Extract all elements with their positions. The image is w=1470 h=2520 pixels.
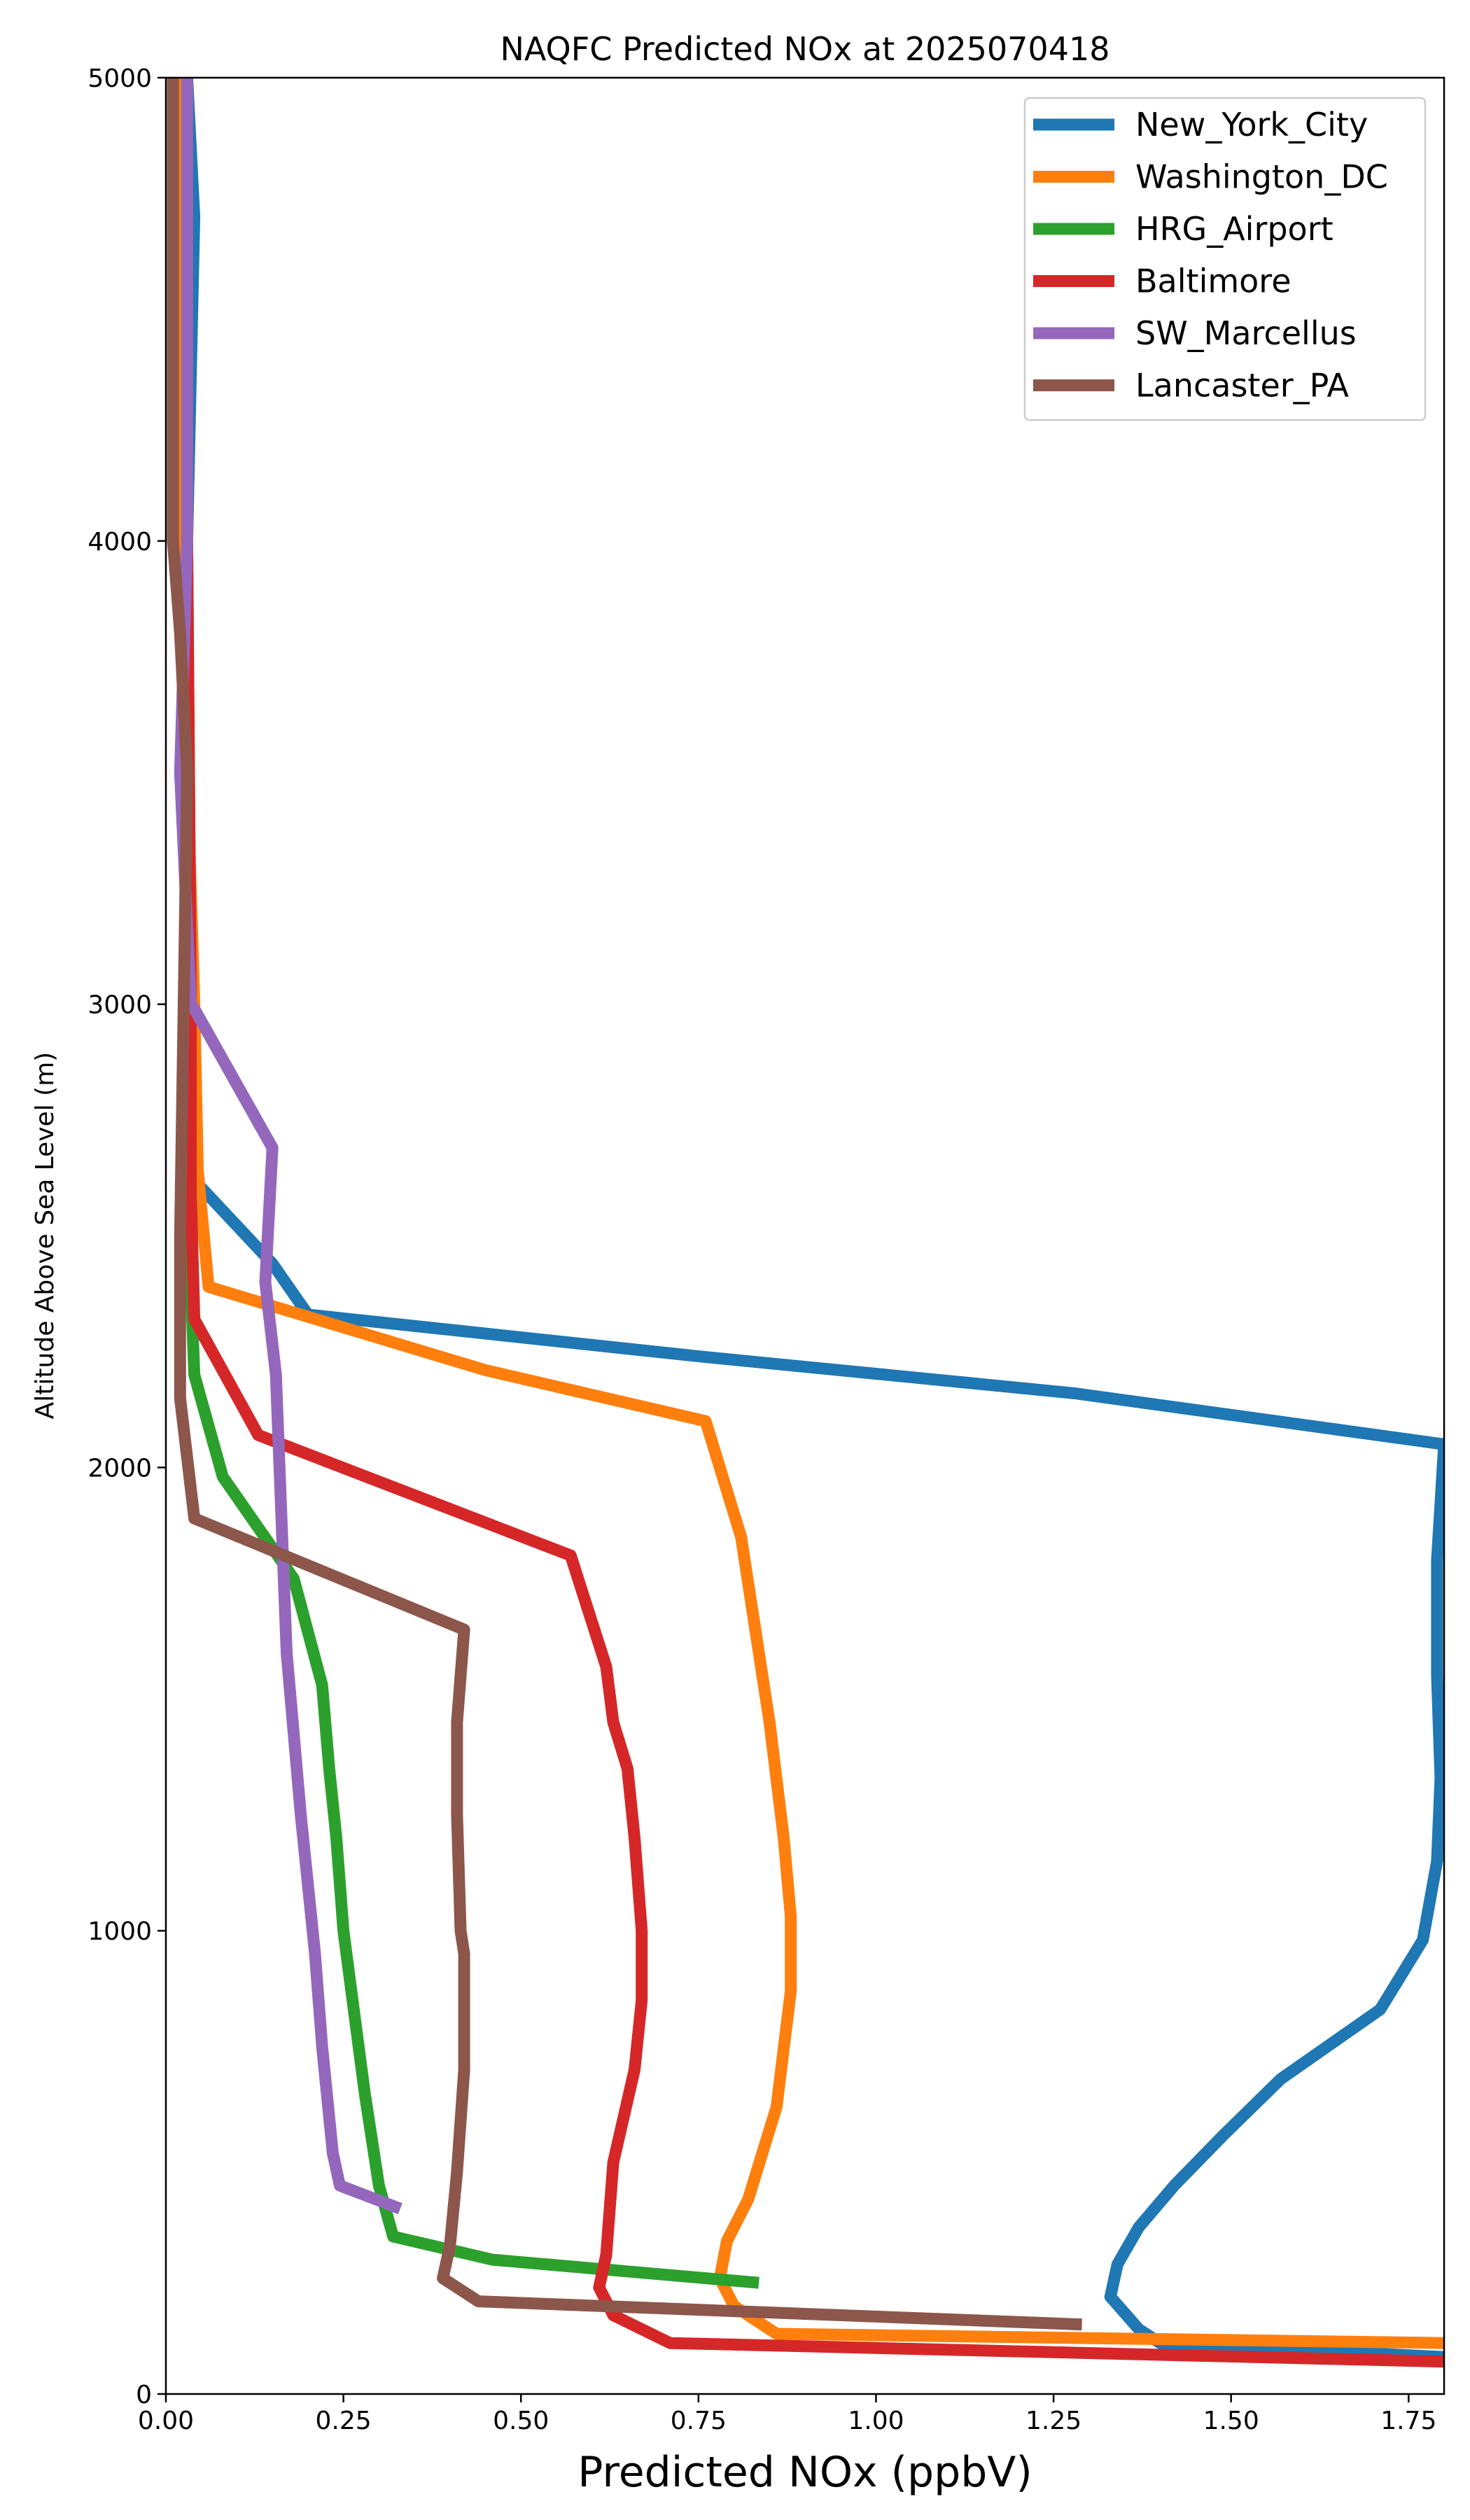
y-tick-label: 4000 [88,528,152,556]
legend-label: HRG_Airport [1135,210,1334,248]
legend-box [1023,97,1427,421]
chart-title: NAQFC Predicted NOx at 2025070418 [500,30,1110,68]
x-tick-label: 1.75 [1380,2407,1436,2435]
y-tick-label: 2000 [88,1454,152,1483]
legend-label: SW_Marcellus [1135,314,1357,352]
legend-label: Baltimore [1135,262,1292,300]
x-tick-label: 0.75 [671,2407,727,2435]
y-tick-label: 5000 [88,64,152,93]
legend-label: Lancaster_PA [1135,367,1349,405]
x-tick-label: 1.00 [848,2407,904,2435]
axes: 0.00 0.25 0.50 0.75 1.00 1.25 1.50 1.75 0 1000 200… [88,64,1446,2435]
x-tick-label: 0.00 [138,2407,194,2435]
x-tick-label: 0.25 [316,2407,372,2435]
legend-label: New_York_City [1135,106,1368,144]
y-tick-label: 3000 [88,991,152,1020]
series-line-baltimore [181,78,1444,2368]
y-axis-title: Altitude Above Sea Level (m) [31,1052,59,1420]
plot-frame [164,76,1446,2395]
y-tick-label: 1000 [88,1917,152,1946]
legend: New_York_City Washington_DC HRG_Airport Bal… [1023,97,1427,421]
legend-label: Washington_DC [1135,158,1388,196]
x-tick-label: 1.25 [1026,2407,1082,2435]
x-tick-label: 1.50 [1203,2407,1259,2435]
x-tick-label: 0.50 [493,2407,549,2435]
y-tick-label: 0 [136,2381,152,2409]
series-line-lancaster-pa [167,78,1082,2331]
x-axis-title: Predicted NOx (ppbV) [578,2448,1032,2497]
plot-area [167,78,1444,2368]
